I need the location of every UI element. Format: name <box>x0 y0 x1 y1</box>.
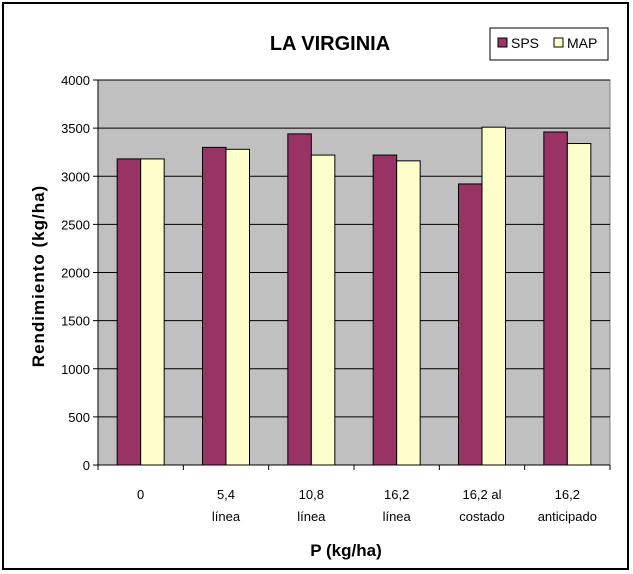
x-tick-label: 10,8 <box>299 487 324 502</box>
legend-swatch-map <box>554 38 563 47</box>
bar-sps <box>544 132 568 465</box>
x-axis-title: P (kg/ha) <box>310 541 381 560</box>
y-tick-label: 2500 <box>61 217 90 232</box>
bar-sps <box>288 134 312 465</box>
bar-sps <box>117 159 140 465</box>
y-tick-label: 0 <box>83 458 90 473</box>
x-tick-labels: 0 5,4 línea 10,8 línea 16,2 línea 16,2 al costad… <box>137 487 597 524</box>
y-axis-title: Rendimiento (kg/ha) <box>29 185 48 367</box>
x-tick-label: anticipado <box>538 509 597 524</box>
x-tick-label: 0 <box>137 487 144 502</box>
chart-legend: SPS MAP <box>490 28 608 60</box>
x-tick-label: costado <box>459 509 505 524</box>
bar-sps <box>459 184 483 465</box>
bar-map <box>141 159 165 465</box>
bar-map <box>567 144 591 465</box>
bar-map <box>226 149 250 465</box>
x-tick-label: línea <box>383 509 412 524</box>
y-tick-label: 2000 <box>61 266 90 281</box>
bar-map <box>311 155 335 465</box>
bar-sps <box>373 155 397 465</box>
y-tick-label: 500 <box>68 410 90 425</box>
legend-label-sps: SPS <box>511 35 539 51</box>
chart-title: LA VIRGINIA <box>270 33 390 55</box>
legend-label-map: MAP <box>567 35 597 51</box>
bar-sps <box>203 147 227 465</box>
x-tick-label: 16,2 <box>555 487 580 502</box>
bar-map <box>482 127 506 465</box>
x-tick-label: línea <box>212 509 241 524</box>
y-tick-label: 3500 <box>61 121 90 136</box>
x-tick-label: 5,4 <box>217 487 235 502</box>
y-tick-label: 4000 <box>61 73 90 88</box>
y-tick-label: 1500 <box>61 314 90 329</box>
bar-map <box>397 161 421 465</box>
x-tick-label: línea <box>297 509 326 524</box>
y-tick-label: 3000 <box>61 169 90 184</box>
y-tick-labels: 0 500 1000 1500 2000 2500 3000 3500 4000 <box>61 73 90 473</box>
x-tick-label: 16,2 <box>384 487 409 502</box>
y-tick-label: 1000 <box>61 362 90 377</box>
x-tick-label: 16,2 al <box>462 487 501 502</box>
legend-swatch-sps <box>498 38 507 47</box>
